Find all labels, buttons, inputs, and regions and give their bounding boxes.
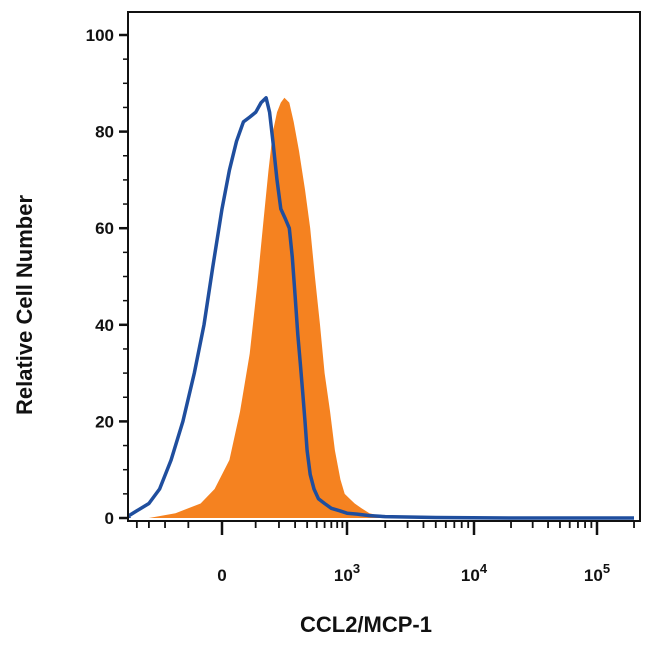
y-tick-label: 20 bbox=[95, 412, 114, 431]
plot-frame bbox=[127, 11, 641, 522]
x-tick-label: 104 bbox=[461, 561, 488, 585]
y-tick-label: 0 bbox=[105, 509, 114, 528]
y-tick-label: 40 bbox=[95, 316, 114, 335]
x-tick-label: 103 bbox=[334, 561, 360, 585]
y-tick-label: 80 bbox=[95, 123, 114, 142]
x-axis-title: CCL2/MCP-1 bbox=[300, 612, 432, 637]
x-tick-label: 0 bbox=[217, 566, 226, 585]
y-tick-label: 100 bbox=[86, 26, 114, 45]
y-tick-label: 60 bbox=[95, 219, 114, 238]
y-axis-title: Relative Cell Number bbox=[12, 195, 37, 416]
filled-histogram-series bbox=[148, 97, 408, 519]
x-tick-label: 105 bbox=[584, 561, 610, 585]
outline-histogram-series bbox=[127, 96, 634, 520]
